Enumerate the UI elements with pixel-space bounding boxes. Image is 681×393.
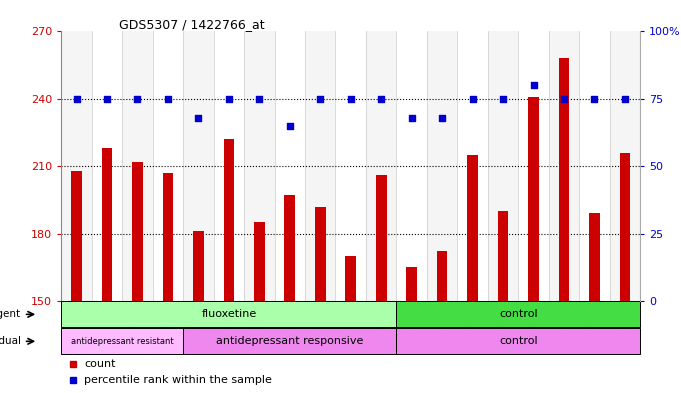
Point: [406, 114, 417, 121]
Point: [467, 95, 478, 102]
Bar: [305, 31, 336, 301]
Bar: [580, 31, 609, 301]
Bar: [396, 301, 640, 327]
Bar: [427, 31, 458, 301]
Point: [528, 82, 539, 88]
Bar: [396, 31, 427, 301]
Bar: [407, 267, 417, 301]
Bar: [366, 31, 396, 301]
Text: antidepressant responsive: antidepressant responsive: [216, 336, 364, 346]
Bar: [153, 31, 183, 301]
Point: [223, 95, 234, 102]
Bar: [163, 173, 173, 301]
Bar: [467, 155, 478, 301]
Bar: [589, 213, 600, 301]
Point: [376, 95, 387, 102]
Bar: [254, 222, 265, 301]
Bar: [72, 171, 82, 301]
Text: antidepressant resistant: antidepressant resistant: [71, 337, 174, 346]
Bar: [549, 31, 580, 301]
Bar: [488, 31, 518, 301]
Bar: [61, 329, 183, 354]
Bar: [132, 162, 143, 301]
Bar: [609, 31, 640, 301]
Bar: [528, 97, 539, 301]
Bar: [92, 31, 122, 301]
Point: [558, 95, 569, 102]
Text: count: count: [84, 359, 116, 369]
Bar: [558, 59, 569, 301]
Bar: [518, 31, 549, 301]
Text: fluoxetine: fluoxetine: [201, 309, 257, 320]
Text: control: control: [499, 309, 537, 320]
Bar: [437, 252, 447, 301]
Point: [193, 114, 204, 121]
Bar: [345, 256, 356, 301]
Point: [589, 95, 600, 102]
Point: [437, 114, 447, 121]
Text: percentile rank within the sample: percentile rank within the sample: [84, 375, 272, 386]
Bar: [336, 31, 366, 301]
Bar: [458, 31, 488, 301]
Bar: [498, 211, 509, 301]
Bar: [193, 231, 204, 301]
Point: [315, 95, 326, 102]
Point: [345, 95, 356, 102]
Point: [101, 95, 112, 102]
Bar: [122, 31, 153, 301]
Text: individual: individual: [0, 336, 20, 346]
Point: [132, 95, 143, 102]
Bar: [315, 207, 326, 301]
Point: [620, 95, 631, 102]
Bar: [214, 31, 244, 301]
Bar: [183, 329, 396, 354]
Bar: [376, 175, 387, 301]
Text: control: control: [499, 336, 537, 346]
Text: agent: agent: [0, 309, 20, 320]
Point: [254, 95, 265, 102]
Point: [498, 95, 509, 102]
Bar: [274, 31, 305, 301]
Bar: [396, 329, 640, 354]
Text: GDS5307 / 1422766_at: GDS5307 / 1422766_at: [119, 18, 265, 31]
Bar: [285, 195, 295, 301]
Point: [163, 95, 174, 102]
Bar: [61, 31, 92, 301]
Bar: [183, 31, 214, 301]
Point: [71, 95, 82, 102]
Point: [285, 123, 296, 129]
Bar: [223, 139, 234, 301]
Bar: [244, 31, 274, 301]
Bar: [101, 148, 112, 301]
Bar: [61, 301, 396, 327]
Bar: [620, 153, 630, 301]
